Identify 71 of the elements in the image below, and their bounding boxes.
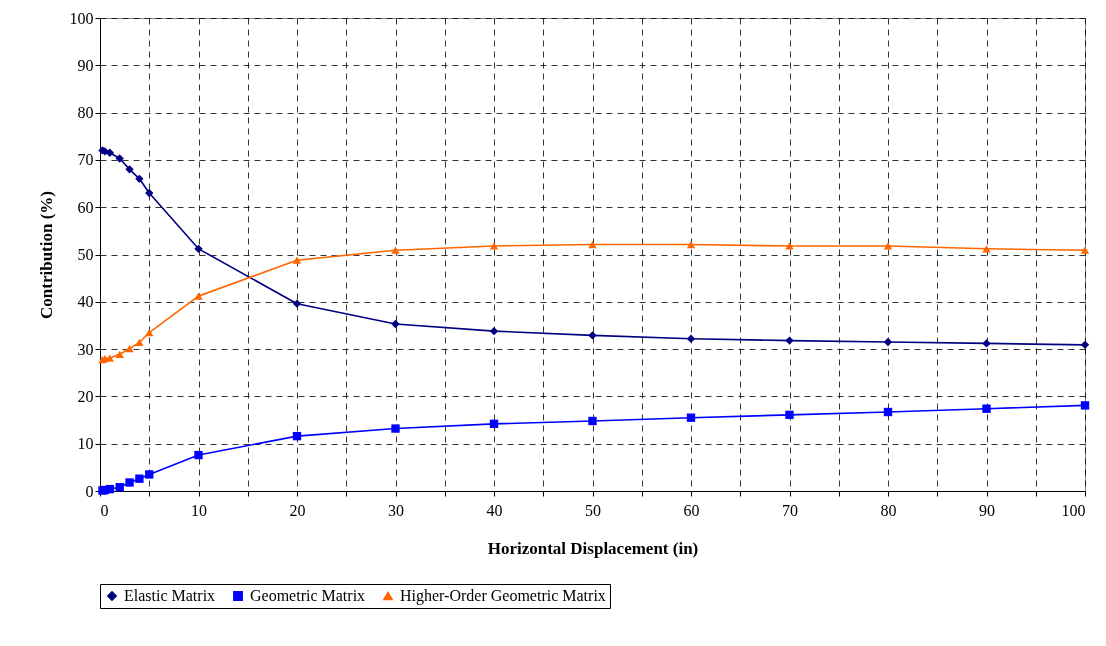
- point: [686, 240, 696, 249]
- y-tick-label: 80: [77, 104, 94, 122]
- y-tick-label: 100: [69, 9, 94, 27]
- point: [982, 245, 991, 253]
- x-axis-title: Horizontal Displacement (in): [487, 538, 699, 558]
- point: [489, 419, 499, 429]
- y-tick-label: 60: [77, 198, 94, 216]
- x-tick-label: 100: [1061, 501, 1086, 519]
- point: [1080, 340, 1090, 350]
- point: [135, 474, 144, 483]
- x-tick-label: 30: [388, 501, 404, 519]
- point: [686, 334, 696, 343]
- point: [391, 424, 400, 433]
- y-tick-label: 30: [77, 340, 94, 358]
- point: [115, 483, 124, 492]
- point: [115, 350, 124, 358]
- point: [785, 410, 794, 420]
- point: [194, 450, 203, 460]
- y-tick-label: 0: [85, 482, 94, 500]
- point: [292, 256, 302, 264]
- point: [145, 470, 154, 479]
- point: [982, 404, 991, 413]
- point: [105, 148, 115, 157]
- point: [292, 299, 302, 308]
- legend-label: Higher-Order Geometric Matrix: [400, 587, 606, 605]
- point: [883, 242, 893, 250]
- point: [125, 345, 134, 353]
- point: [588, 240, 597, 249]
- y-axis-title: Contribution (%): [36, 191, 56, 319]
- point: [588, 331, 597, 340]
- point: [1080, 401, 1090, 410]
- x-tick-label: 70: [782, 501, 798, 519]
- y-tick-label: 70: [77, 151, 94, 169]
- y-tick-label: 90: [77, 56, 94, 74]
- point: [785, 242, 794, 250]
- x-tick-label: 10: [191, 501, 207, 519]
- x-tick-label: 40: [486, 501, 503, 519]
- point: [292, 431, 302, 441]
- point: [588, 416, 597, 426]
- y-tick-label: 50: [77, 246, 94, 263]
- point: [105, 484, 115, 494]
- x-tick-label: 50: [585, 501, 601, 519]
- point: [135, 174, 144, 183]
- point: [883, 337, 893, 347]
- point: [1080, 246, 1090, 254]
- x-tick-label: 60: [683, 501, 700, 519]
- legend-label: Geometric Matrix: [250, 587, 366, 604]
- x-tick-label: 90: [979, 501, 995, 519]
- point: [489, 326, 499, 336]
- point: [883, 407, 893, 417]
- point: [115, 154, 124, 163]
- point: [145, 328, 154, 337]
- point: [125, 165, 134, 174]
- y-tick-label: 20: [77, 387, 94, 405]
- y-tick-label: 40: [77, 293, 94, 311]
- point: [982, 339, 991, 348]
- point: [125, 478, 134, 487]
- legend-label: Elastic Matrix: [124, 587, 216, 604]
- point: [194, 244, 203, 254]
- x-tick-label: 20: [289, 501, 306, 519]
- point: [391, 319, 400, 329]
- point: [135, 338, 144, 347]
- point: [391, 246, 400, 254]
- x-tick-label: 80: [880, 501, 897, 519]
- y-tick-label: 10: [77, 435, 94, 453]
- point: [489, 242, 499, 250]
- point: [194, 292, 203, 300]
- x-tick-label: 0: [100, 501, 109, 519]
- point: [145, 188, 154, 198]
- point: [785, 336, 794, 345]
- point: [686, 413, 696, 422]
